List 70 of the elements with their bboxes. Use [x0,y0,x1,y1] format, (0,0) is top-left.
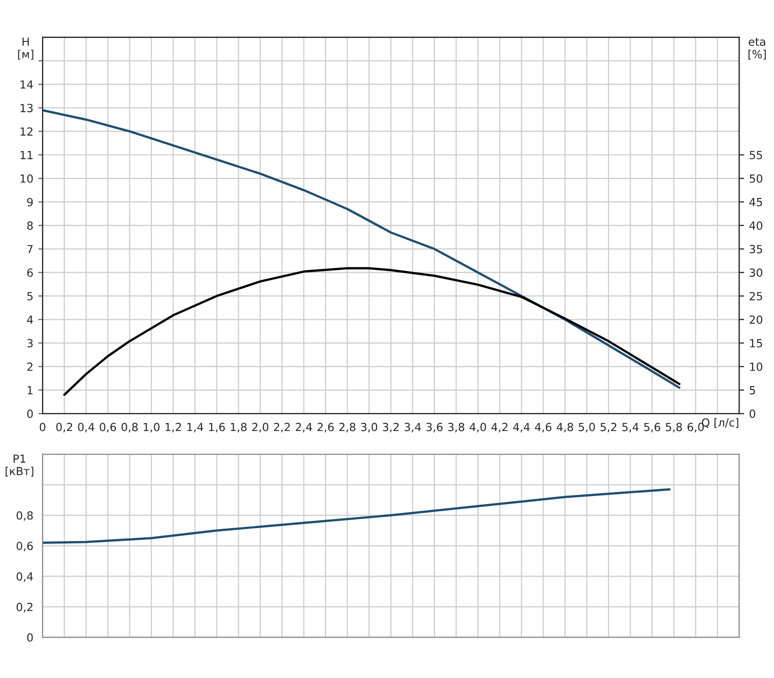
x-tick-label: 4,6 [534,422,552,432]
y-tick-label: 10 [20,174,33,183]
x-tick-label: 3,8 [448,422,464,432]
x-tick-label: 1,2 [166,422,181,432]
y-tick-label: 13 [20,104,33,112]
y-tick-label: 5 [27,292,33,300]
y-tick-label: 6 [27,268,33,277]
y-tick-label: 14 [20,80,33,89]
y-tick-label: 4 [27,316,33,324]
x-tick-label: 2,2 [274,422,290,432]
x-tick-label: 2,4 [296,422,312,432]
x-axis-title: Q [л/с] [702,418,738,428]
y-tick-label: 0,8 [16,511,33,521]
y2-tick-label: 15 [750,339,762,348]
y2-tick-label: 25 [750,292,762,300]
x-tick-label: 6,0 [688,422,704,432]
line-series [63,267,680,396]
y2-tick-label: 55 [750,151,762,160]
x-tick-label: 0,4 [78,422,94,432]
x-tick-label: 3,4 [404,422,421,432]
x-tick-label: 3,2 [382,422,399,432]
y2-tick-label: 10 [750,362,762,371]
x-tick-label: 0 [40,422,46,432]
y-tick-label: 0,2 [16,602,32,612]
x-tick-label: 4,4 [513,422,530,432]
y-tick-label: 12 [20,127,32,136]
y-tick-label: 0 [27,633,33,642]
y2-axis-title: eta [%] [748,38,766,60]
x-tick-label: 5,8 [666,422,682,432]
x-tick-label: 0,8 [122,422,138,432]
y-axis-title: P1 [кВт] [6,454,34,477]
x-tick-label: 4,2 [491,422,508,432]
y2-tick-label: 40 [749,221,762,230]
x-tick-label: 5,0 [578,422,595,432]
y2-tick-label: 45 [749,198,762,206]
y-tick-label: 0 [27,410,33,418]
y-tick-label: 1 [28,386,33,394]
x-tick-label: 5,2 [600,422,616,432]
line-series [42,109,680,389]
y2-tick-label: 50 [750,174,762,183]
y-tick-label: 0,6 [16,542,33,552]
y2-tick-label: 30 [750,268,762,277]
x-tick-label: 2,0 [252,422,268,432]
y-tick-label: 8 [27,221,33,230]
y-tick-label: 0,4 [16,572,33,582]
x-tick-label: 4,8 [556,422,574,432]
y-tick-label: 2 [27,362,32,371]
x-tick-label: 1,0 [144,422,160,432]
x-tick-label: 3,6 [426,422,443,432]
y-tick-label: 9 [27,198,33,206]
y2-tick-label: 20 [750,315,762,324]
x-tick-label: 2,8 [339,422,356,432]
x-tick-label: 5,6 [644,422,660,432]
x-tick-label: 2,6 [318,422,334,432]
y2-tick-label: 5 [750,386,755,394]
y-tick-label: 3 [27,339,33,348]
y-tick-label: 7 [27,245,33,254]
x-tick-label: 1,6 [209,422,225,432]
x-tick-label: 5,4 [622,422,639,432]
x-tick-label: 4,0 [470,422,486,432]
x-tick-label: 3,0 [361,422,378,432]
y-tick-label: 11 [20,151,33,160]
y2-tick-label: 35 [750,244,762,254]
x-tick-label: 0,6 [100,422,116,432]
x-tick-label: 1,8 [230,422,247,432]
y2-tick-label: 0 [750,410,756,418]
x-tick-label: 0,2 [56,422,72,432]
y-axis-title: H [м] [18,38,34,60]
x-tick-label: 1,4 [187,422,204,432]
line-series [42,488,671,544]
